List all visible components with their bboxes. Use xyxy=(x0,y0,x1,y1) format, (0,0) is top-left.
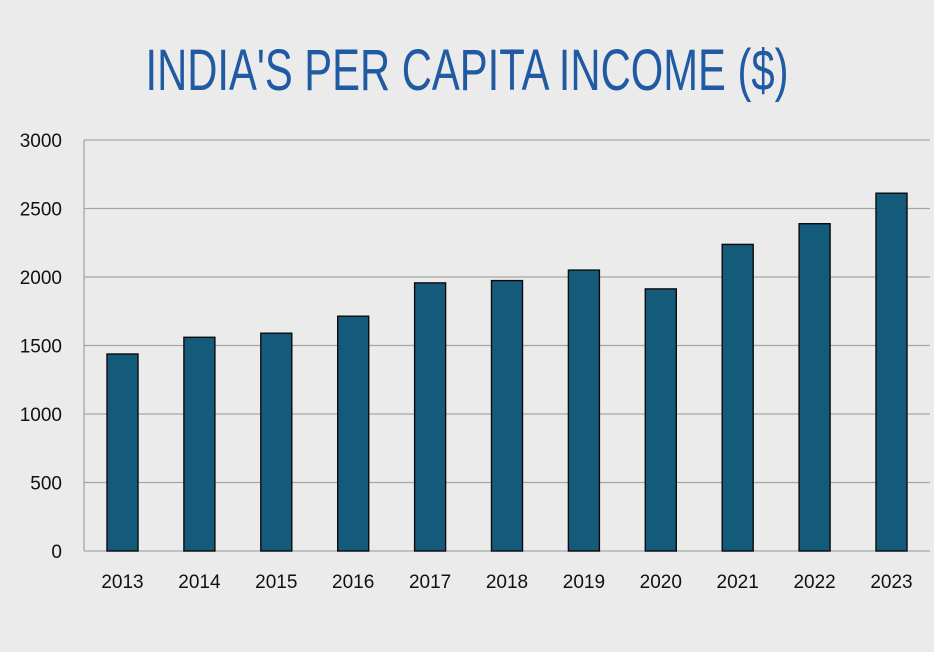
x-tick-label: 2023 xyxy=(870,572,912,593)
x-tick-label: 2013 xyxy=(101,572,143,593)
bar-2016 xyxy=(337,315,370,552)
bar-2017 xyxy=(413,282,447,552)
bar-2020 xyxy=(644,288,677,552)
bar-2021 xyxy=(721,243,754,552)
y-tick-label: 0 xyxy=(51,542,62,563)
bar-2014 xyxy=(183,336,216,552)
y-tick-label: 2000 xyxy=(20,268,62,289)
x-tick-label: 2021 xyxy=(717,572,759,593)
x-tick-label: 2016 xyxy=(332,572,374,593)
y-tick-label: 1000 xyxy=(20,405,62,426)
x-tick-label: 2022 xyxy=(793,572,835,593)
y-tick-label: 2500 xyxy=(20,200,62,221)
bar-2022 xyxy=(798,222,831,552)
x-axis-ticks: 2013 2014 2015 2016 2017 2018 2019 2020 2021 2022… xyxy=(101,572,912,593)
y-tick-label: 1500 xyxy=(20,337,62,358)
x-tick-label: 2019 xyxy=(563,572,605,593)
x-tick-label: 2015 xyxy=(255,572,297,593)
bar-2023 xyxy=(875,192,908,552)
x-tick-label: 2018 xyxy=(486,572,528,593)
bar-2019 xyxy=(567,269,601,552)
x-tick-label: 2017 xyxy=(409,572,451,593)
y-tick-label: 3000 xyxy=(20,131,62,152)
y-tick-label: 500 xyxy=(30,474,62,495)
bar-2015 xyxy=(260,332,293,552)
x-tick-label: 2014 xyxy=(178,572,221,593)
bar-2018 xyxy=(490,279,524,552)
x-tick-label: 2020 xyxy=(640,572,682,593)
chart-title: INDIA'S PER CAPITA INCOME ($) xyxy=(145,38,789,103)
y-axis-ticks: 0 500 1000 1500 2000 2500 3000 xyxy=(20,131,62,563)
bar-2013 xyxy=(106,353,139,552)
bars xyxy=(106,192,908,552)
